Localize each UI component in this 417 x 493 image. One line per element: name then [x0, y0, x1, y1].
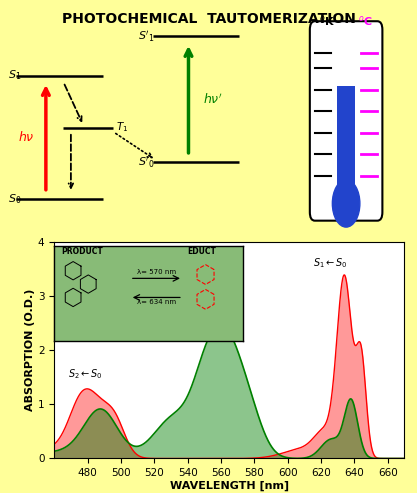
Circle shape — [332, 180, 360, 227]
Text: $T_1$: $T_1$ — [116, 121, 128, 135]
Bar — [337, 86, 355, 197]
Text: $^o$C: $^o$C — [358, 14, 372, 28]
Text: $S'_0$: $S'_0$ — [138, 155, 155, 170]
FancyBboxPatch shape — [310, 21, 382, 221]
Text: $S'_1$: $S'_1$ — [138, 29, 155, 44]
Text: $S'_1\leftarrow S'_0$: $S'_1\leftarrow S'_0$ — [178, 325, 219, 339]
Text: PHOTOCHEMICAL  TAUTOMERIZATION: PHOTOCHEMICAL TAUTOMERIZATION — [62, 12, 355, 26]
Text: $S_1$: $S_1$ — [8, 69, 22, 82]
Text: $S_1\leftarrow S_0$: $S_1\leftarrow S_0$ — [313, 256, 348, 270]
Text: $S_2\leftarrow S_0$: $S_2\leftarrow S_0$ — [68, 367, 103, 381]
Text: $h\nu'$: $h\nu'$ — [203, 92, 223, 106]
X-axis label: WAVELENGTH [nm]: WAVELENGTH [nm] — [170, 481, 289, 491]
Y-axis label: ABSORPTION (O.D.): ABSORPTION (O.D.) — [25, 289, 35, 411]
Text: $S_0$: $S_0$ — [8, 192, 22, 206]
Text: $h\nu$: $h\nu$ — [18, 130, 35, 144]
Text: $^o$K: $^o$K — [319, 14, 335, 28]
